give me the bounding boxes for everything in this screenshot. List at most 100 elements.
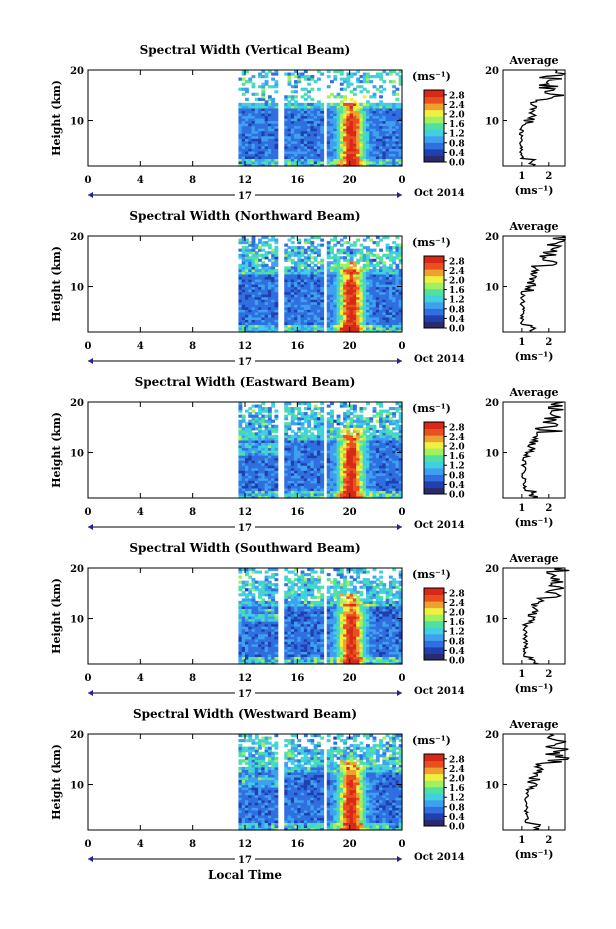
heatmap-cell xyxy=(395,263,400,267)
heatmap-cell xyxy=(336,419,341,423)
heatmap-cell xyxy=(369,276,374,280)
heatmap-cell xyxy=(392,412,397,416)
heatmap-cell xyxy=(352,296,357,300)
heatmap-cell xyxy=(310,145,315,149)
heatmap-cell xyxy=(369,128,374,132)
colorbar-frame xyxy=(423,255,445,329)
heatmap-cell xyxy=(258,258,262,262)
heatmap-cell xyxy=(379,409,383,413)
heatmap-cell xyxy=(287,304,292,308)
heatmap-cell xyxy=(261,628,266,632)
heatmap-cell xyxy=(241,618,246,622)
heatmap-cell xyxy=(294,105,298,109)
heatmap-cell xyxy=(352,442,357,446)
heatmap-cell xyxy=(369,261,374,265)
heatmap-cell xyxy=(290,304,295,308)
heatmap-cell xyxy=(330,467,334,471)
x-tick-label: 16 xyxy=(290,341,304,352)
heatmap-cell xyxy=(352,289,357,293)
heatmap-cell xyxy=(251,417,256,421)
heatmap-cell xyxy=(290,133,295,137)
heatmap-cell xyxy=(316,271,321,275)
heatmap-cell xyxy=(346,480,351,484)
heatmap-cell xyxy=(290,163,295,167)
heatmap-cell xyxy=(238,145,243,149)
heatmap-cell xyxy=(258,588,262,592)
heatmap-cell xyxy=(330,251,334,255)
heatmap-cell xyxy=(258,658,262,663)
heatmap-cell xyxy=(267,112,272,117)
heatmap-cell xyxy=(320,439,325,444)
heatmap-cell xyxy=(290,485,295,489)
heatmap-cell xyxy=(303,490,308,494)
heatmap-cell xyxy=(316,452,321,456)
heatmap-cell xyxy=(356,281,361,285)
heatmap-cell xyxy=(352,455,357,459)
heatmap-cell xyxy=(303,450,308,454)
heatmap-cell xyxy=(290,273,295,278)
heatmap-cell xyxy=(310,314,315,318)
heatmap-cell xyxy=(261,613,266,617)
heatmap-cell xyxy=(284,289,289,293)
colorbar-tick-label: 2.8 xyxy=(449,91,465,101)
heatmap-cell xyxy=(398,118,403,122)
heatmap-cell xyxy=(372,460,377,464)
heatmap-cell xyxy=(343,125,347,129)
heatmap-cell xyxy=(339,120,344,124)
heatmap-cell xyxy=(297,145,302,149)
heatmap-cell xyxy=(369,467,374,471)
heatmap-cell xyxy=(284,314,289,318)
heatmap-cell xyxy=(366,278,370,283)
heatmap-cell xyxy=(385,278,390,283)
heatmap-cell xyxy=(379,105,383,109)
heatmap-cell xyxy=(307,472,312,476)
heatmap-cell xyxy=(349,490,354,494)
heatmap-cell xyxy=(310,409,315,413)
heatmap-cell xyxy=(271,444,276,449)
x-tick-label: 12 xyxy=(238,341,252,352)
heatmap-cell xyxy=(333,490,338,494)
heatmap-cell xyxy=(392,316,397,320)
heatmap-cell xyxy=(258,570,262,574)
heatmap-cell xyxy=(248,638,253,642)
heatmap-cell xyxy=(379,138,383,142)
heatmap-cell xyxy=(339,105,344,109)
heatmap-cell xyxy=(333,457,338,461)
heatmap-cell xyxy=(271,495,276,499)
heatmap-cell xyxy=(346,268,351,272)
heatmap-cell xyxy=(251,248,256,252)
heatmap-cell xyxy=(333,329,338,333)
heatmap-cell xyxy=(320,414,325,418)
heatmap-cell xyxy=(382,457,387,461)
heatmap-cell xyxy=(375,465,380,469)
heatmap-cell xyxy=(356,417,361,421)
heatmap-cell xyxy=(294,110,298,114)
heatmap-cell xyxy=(271,105,276,109)
heatmap-cell xyxy=(398,299,403,303)
heatmap-cell xyxy=(271,301,276,305)
heatmap-cell xyxy=(267,291,272,295)
heatmap-cell xyxy=(346,123,351,127)
heatmap-cell xyxy=(274,462,279,466)
heatmap-cell xyxy=(310,271,315,275)
heatmap-cell xyxy=(300,248,305,252)
heatmap-cell xyxy=(245,593,249,597)
heatmap-cell xyxy=(254,284,259,288)
heatmap-cell xyxy=(356,140,361,144)
heatmap-cell xyxy=(366,75,370,79)
heatmap-cell xyxy=(385,465,390,469)
heatmap-cell xyxy=(330,105,334,109)
heatmap-cell xyxy=(313,475,318,479)
heatmap-cell xyxy=(267,407,272,411)
heatmap-cell xyxy=(320,311,325,315)
heatmap-cell xyxy=(303,470,308,474)
heatmap-cell xyxy=(375,140,380,144)
heatmap-cell xyxy=(326,150,331,154)
heatmap-cell xyxy=(241,115,246,119)
heatmap-cell xyxy=(245,70,249,74)
heatmap-cell xyxy=(300,434,305,438)
heatmap-cell xyxy=(251,158,256,162)
heatmap-cell xyxy=(366,301,370,305)
heatmap-cell xyxy=(254,118,259,122)
heatmap-cell xyxy=(258,444,262,449)
